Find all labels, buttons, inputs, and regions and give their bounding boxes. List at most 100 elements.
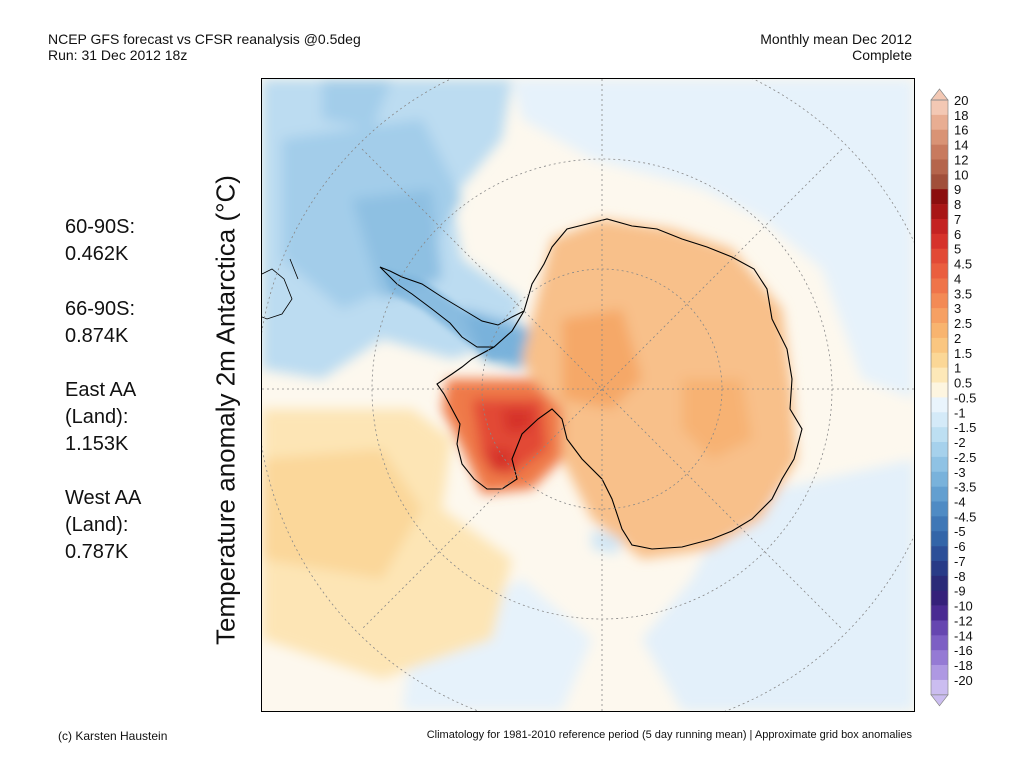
colorbar-max-arrow xyxy=(930,88,949,101)
stat-value: 0.787K xyxy=(65,541,129,563)
colorbar-swatch xyxy=(931,679,948,696)
colorbar-swatch xyxy=(931,635,948,651)
colorbar-tick-label: -4.5 xyxy=(954,509,976,524)
colorbar-swatch xyxy=(931,516,948,532)
colorbar-swatch xyxy=(931,546,948,562)
colorbar-tick-label: -20 xyxy=(954,673,973,688)
colorbar-swatch xyxy=(931,233,948,249)
colorbar: 20 18 16 14 12 10 9 8 7 6 5 4.5 4 3.5 3 2.5 2 1.5 1 0.5 -0.5… xyxy=(930,88,990,713)
colorbar-tick-label: -0.5 xyxy=(954,390,976,405)
y-axis-label: Temperature anomaly 2m Antarctica (°C) xyxy=(210,175,241,645)
colorbar-swatch xyxy=(931,620,948,636)
colorbar-swatch xyxy=(931,218,948,235)
chart-title-left: NCEP GFS forecast vs CFSR reanalysis @0.… xyxy=(48,31,361,63)
colorbar-tick-label: 12 xyxy=(954,152,968,167)
stat-value: 0.874K xyxy=(65,325,129,347)
colorbar-swatch xyxy=(931,159,948,175)
colorbar-tick-label: -16 xyxy=(954,643,973,658)
colorbar-swatch xyxy=(931,337,948,354)
stat-value: 0.462K xyxy=(65,243,129,265)
colorbar-tick-label: -2.5 xyxy=(954,450,976,465)
colorbar-tick-label: -9 xyxy=(954,584,966,599)
colorbar-tick-label: 2 xyxy=(954,331,961,346)
colorbar-svg: 201816141210987654.543.532.521.510.5-0.5… xyxy=(930,88,976,707)
stat-60-90s: 60-90S: 0.462K xyxy=(65,214,135,268)
colorbar-tick-label: 4.5 xyxy=(954,257,972,272)
colorbar-swatch xyxy=(931,204,948,220)
status-label: Complete xyxy=(852,47,912,63)
stat-west-aa: West AA (Land): 0.787K xyxy=(65,485,141,566)
colorbar-swatch xyxy=(931,278,948,294)
colorbar-swatch xyxy=(931,189,948,205)
colorbar-swatch xyxy=(931,382,948,398)
colorbar-tick-label: -18 xyxy=(954,658,973,673)
colorbar-swatch xyxy=(931,442,948,458)
colorbar-swatch xyxy=(931,486,948,502)
colorbar-swatch xyxy=(931,456,948,473)
colorbar-swatch xyxy=(931,129,948,145)
colorbar-swatch xyxy=(931,501,948,517)
colorbar-tick-label: 9 xyxy=(954,182,961,197)
colorbar-tick-label: 2.5 xyxy=(954,316,972,331)
colorbar-tick-label: -12 xyxy=(954,613,973,628)
colorbar-swatch xyxy=(931,144,948,160)
colorbar-tick-label: -8 xyxy=(954,569,966,584)
colorbar-swatch xyxy=(931,100,948,116)
colorbar-tick-label: -4 xyxy=(954,494,966,509)
colorbar-tick-label: -7 xyxy=(954,554,966,569)
colorbar-tick-label: 18 xyxy=(954,108,968,123)
stat-label: 60-90S: xyxy=(65,216,136,238)
stat-label: (Land): xyxy=(65,406,129,428)
colorbar-tick-label: 16 xyxy=(954,123,968,138)
colorbar-swatch xyxy=(931,397,948,413)
colorbar-tick-label: -6 xyxy=(954,539,966,554)
colorbar-swatch xyxy=(931,352,948,368)
colorbar-swatch xyxy=(931,665,948,681)
antarctica-coastline xyxy=(436,218,803,550)
colorbar-swatch xyxy=(931,174,948,190)
colorbar-swatch xyxy=(931,590,948,606)
chart-title-right: Monthly mean Dec 2012 Complete xyxy=(760,31,912,63)
colorbar-swatch xyxy=(931,263,948,279)
colorbar-swatch xyxy=(931,323,948,339)
colorbar-swatch xyxy=(931,308,948,324)
colorbar-swatch xyxy=(931,293,948,309)
colorbar-swatch xyxy=(931,427,948,443)
colorbar-tick-label: -10 xyxy=(954,599,973,614)
anomaly-field xyxy=(262,79,914,711)
stat-label: West AA xyxy=(65,487,142,509)
colorbar-tick-label: 0.5 xyxy=(954,376,972,391)
colorbar-swatch xyxy=(931,575,948,592)
stat-66-90s: 66-90S: 0.874K xyxy=(65,296,135,350)
colorbar-tick-label: -2 xyxy=(954,435,966,450)
stat-label: (Land): xyxy=(65,514,129,536)
colorbar-tick-label: -14 xyxy=(954,628,973,643)
stat-label: East AA xyxy=(65,379,137,401)
footnote-text: Climatology for 1981-2010 reference peri… xyxy=(426,729,912,741)
colorbar-tick-label: 7 xyxy=(954,212,961,227)
colorbar-tick-label: 5 xyxy=(954,242,961,257)
colorbar-tick-label: 8 xyxy=(954,197,961,212)
colorbar-min-arrow xyxy=(930,694,949,707)
peninsula-anomaly xyxy=(382,269,512,359)
colorbar-swatch xyxy=(931,367,948,383)
colorbar-tick-label: 20 xyxy=(954,93,968,108)
colorbar-tick-label: -3.5 xyxy=(954,480,976,495)
colorbar-swatch xyxy=(931,248,948,264)
colorbar-swatch xyxy=(931,471,948,487)
colorbar-swatch xyxy=(931,650,948,666)
colorbar-swatch xyxy=(931,605,948,621)
colorbar-swatch xyxy=(931,560,948,577)
colorbar-swatch xyxy=(931,114,948,131)
antarctica-anomaly-map xyxy=(261,78,915,712)
title-line-2: Run: 31 Dec 2012 18z xyxy=(48,47,188,63)
stat-value: 1.153K xyxy=(65,433,129,455)
map-graticule xyxy=(262,79,914,711)
period-label: Monthly mean Dec 2012 xyxy=(760,31,912,47)
colorbar-tick-label: -3 xyxy=(954,465,966,480)
map-canvas xyxy=(262,79,914,711)
stat-east-aa: East AA (Land): 1.153K xyxy=(65,377,136,458)
colorbar-swatch xyxy=(931,531,948,547)
colorbar-tick-label: 3.5 xyxy=(954,286,972,301)
colorbar-tick-label: -1.5 xyxy=(954,420,976,435)
